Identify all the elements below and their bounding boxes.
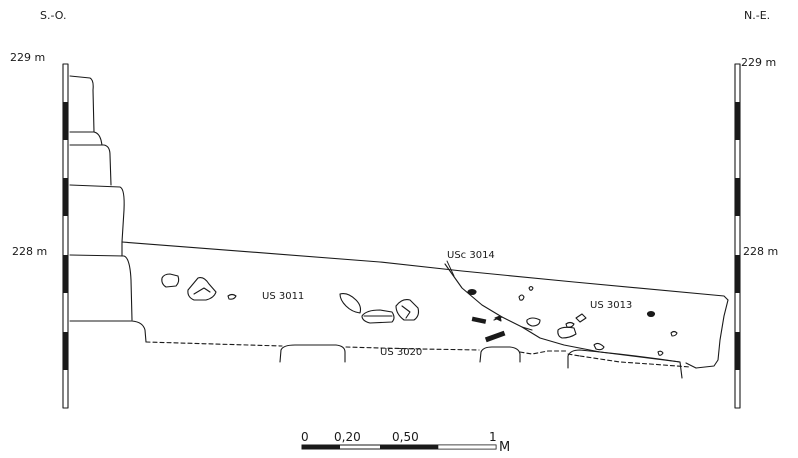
right-survey-staff xyxy=(734,63,741,409)
top-surface-line xyxy=(121,241,729,301)
orientation-left-label: S.-O. xyxy=(40,9,67,22)
elevation-left-228: 228 m xyxy=(12,245,48,258)
orientation-right-label: N.-E. xyxy=(744,9,771,22)
left-survey-staff xyxy=(62,63,69,409)
unit-label-usc3014: USc 3014 xyxy=(447,250,495,261)
stones-us3013 xyxy=(467,285,678,356)
scale-label-020: 0,20 xyxy=(334,430,361,444)
usc3014-cut-line xyxy=(444,263,681,363)
stones-us3011 xyxy=(161,273,420,324)
elevation-right-229: 229 m xyxy=(741,56,777,69)
base-stone xyxy=(567,349,683,379)
unit-label-us3020: US 3020 xyxy=(380,347,423,358)
scale-unit-label: M xyxy=(499,440,511,455)
scale-bar xyxy=(301,444,497,450)
us3020-base-line xyxy=(145,341,581,357)
unit-label-us3011: US 3011 xyxy=(262,291,305,302)
scale-label-0: 0 xyxy=(301,430,309,444)
masonry-wall xyxy=(69,75,147,343)
unit-label-us3013: US 3013 xyxy=(590,300,633,311)
scale-label-050: 0,50 xyxy=(392,430,419,444)
elevation-right-228: 228 m xyxy=(743,245,779,258)
scale-label-1: 1 xyxy=(489,430,497,444)
base-stone xyxy=(479,346,521,363)
us3013-boundary xyxy=(695,299,729,369)
base-stone xyxy=(279,344,346,363)
elevation-left-229: 229 m xyxy=(10,51,46,64)
